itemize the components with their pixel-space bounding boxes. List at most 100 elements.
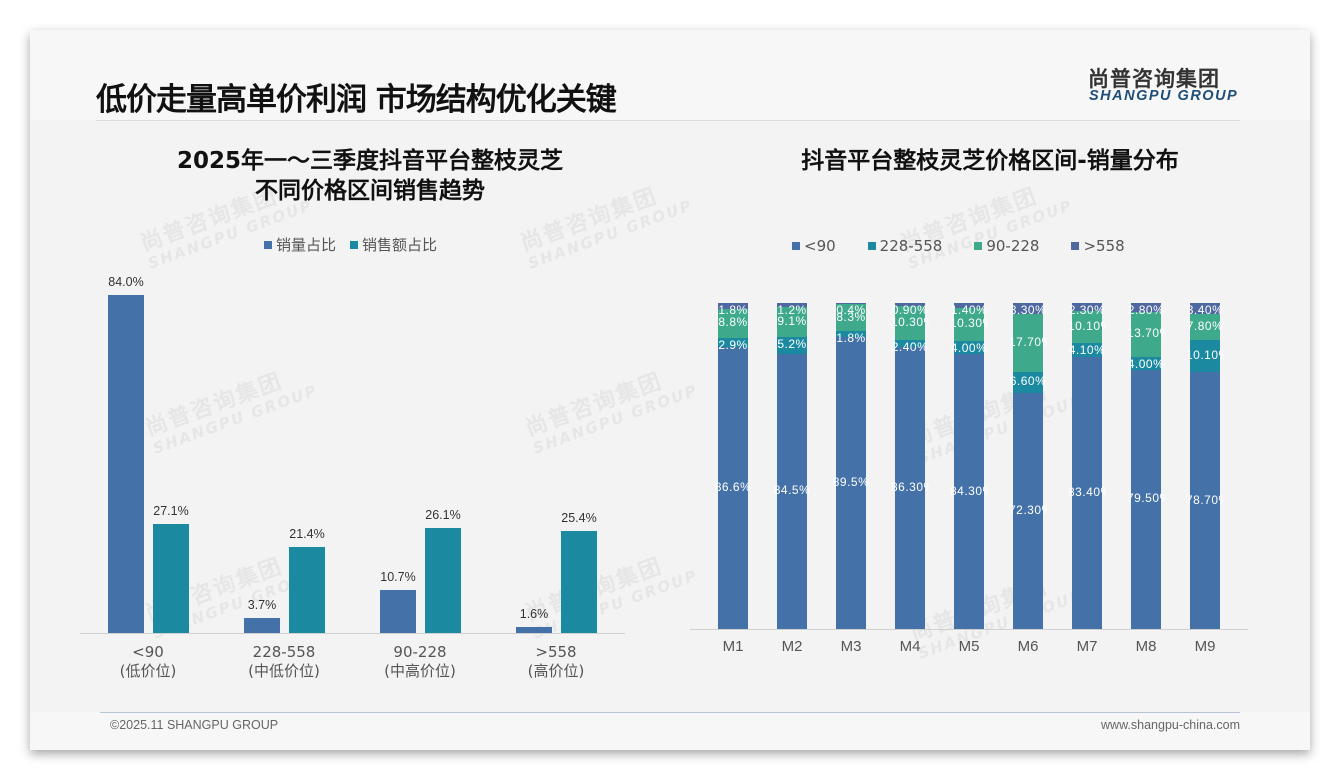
bar-segment: 3.40% [1187,303,1223,317]
bar-segment: 2.40% [892,339,928,354]
bar-segment: 17.70% [1009,313,1047,372]
bar-segment: 10.30% [891,305,929,340]
bar [108,295,144,633]
x-axis-month-label: M8 [1135,638,1157,655]
bar-segment: 83.40% [1068,356,1106,629]
bar [425,527,461,633]
stacked-bar: 72.30% 6.60% 17.70% 3.30% [1009,303,1047,629]
segment-value-label: 83.40% [1068,484,1106,499]
slide: 低价走量高单价利润 市场结构优化关键 尚普咨询集团 SHANGPU GROUP … [30,30,1310,750]
category-range: <90 [132,643,164,661]
right-stacked-bar-chart: 86.6% 2.9% 8.8% 1.8% M1 84.5% 5.2% 9.1% 1.2% M2 89… [690,300,1250,670]
segment-value-label: 4.10% [1068,343,1106,358]
legend-swatch-icon [792,242,800,250]
stacked-bar: 78.70% 10.10% 7.80%3.40% [1186,303,1224,629]
segment-value-label: 5.2% [777,337,807,352]
segment-value-label: 17.70% [1009,334,1047,349]
segment-value-label: 79.50% [1127,491,1165,506]
bar-segment: 8.3% [836,304,866,332]
segment-value-label: 1.40% [950,303,988,317]
x-axis-month-label: M7 [1076,638,1098,655]
bar-segment: 4.00% [951,341,987,355]
segment-value-label: 2.80% [1127,303,1165,317]
x-axis-line [690,629,1248,630]
segment-value-label: 2.40% [891,339,929,354]
bar-segment: 72.30% [1009,393,1047,629]
page-title: 低价走量高单价利润 市场结构优化关键 [96,82,617,118]
bar-value-label: 25.4% [561,510,597,525]
stacked-bar: 79.50% 4.00% 13.70% 2.80% [1127,303,1165,629]
bar-segment: 1.2% [777,303,807,317]
legend-swatch-icon [974,242,983,250]
bar [561,530,597,633]
segment-value-label: 2.30% [1068,303,1106,317]
segment-value-label: 4.00% [1127,356,1165,371]
legend-label: 228-558 [879,237,943,255]
x-axis-month-label: M2 [781,638,803,655]
legend-item: >558 [1071,237,1125,255]
left-chart-title-line1: 2025年一～三季度抖音平台整枝灵芝 [176,148,563,174]
segment-value-label: 10.30% [950,316,988,331]
legend-label: 销售额占比 [362,236,438,254]
stacked-bar: 83.40% 4.10% 10.10%2.30% [1068,303,1106,629]
bar-segment: 13.70% [1127,312,1165,357]
bar [289,546,325,633]
bar-segment: 2.30% [1069,303,1105,317]
bar-segment: 1.40% [951,303,987,317]
x-axis-category-label: 228-558 (中低价位) [224,643,344,681]
left-chart-title: 2025年一～三季度抖音平台整枝灵芝 不同价格区间销售趋势 [90,146,650,206]
left-chart-title-line2: 不同价格区间销售趋势 [255,178,485,204]
bar-segment: 10.30% [950,307,988,342]
footer-divider [100,712,1240,713]
bar-segment: 10.10% [1068,310,1106,344]
x-axis-category-label: 90-228 (中高价位) [360,643,480,681]
segment-value-label: 72.30% [1009,503,1047,518]
bar-segment: 86.6% [715,346,751,629]
bar-segment: 2.9% [718,337,748,352]
right-chart-title: 抖音平台整枝灵芝价格区间-销量分布 [801,148,1179,174]
bar-value-label: 1.6% [519,606,549,621]
legend-item: 销售额占比 [350,234,437,255]
segment-value-label: 89.5% [832,475,870,490]
category-tier: (高价位) [527,662,585,680]
legend-item: <90 [792,237,836,255]
legend-swatch-icon [1071,242,1080,250]
legend-swatch-icon [867,242,876,250]
legend-swatch-icon [350,240,359,249]
bar [244,618,280,633]
footer-bar [30,712,1310,750]
bar-value-label: 3.7% [247,598,277,613]
logo-english: SHANGPU GROUP [1089,88,1239,104]
bar-segment: 7.80% [1187,314,1223,340]
stacked-bar: 84.5% 5.2% 9.1% 1.2% [774,303,810,629]
bar-segment: 5.2% [777,336,807,354]
legend-item: 销量占比 [264,234,336,255]
left-bar-chart: 84.0% 27.1% <90 (低价位) 3.7% 21.4% 228-558 (中低价位)… [80,260,640,690]
bar-value-label: 10.7% [380,569,416,584]
legend-label: 销量占比 [276,236,337,254]
segment-value-label: 78.70% [1186,492,1224,507]
x-axis-month-label: M6 [1017,638,1039,655]
bar-segment: 84.5% [774,353,810,629]
category-tier: (低价位) [119,662,177,680]
x-axis-category-label: >558 (高价位) [496,643,616,681]
header-bar [30,30,1310,120]
stacked-bar: 89.5% 1.8% 8.3% 0.4% [833,303,869,629]
x-axis-category-label: <90 (低价位) [88,643,208,681]
legend-label: <90 [804,237,836,255]
segment-value-label: 1.8% [718,303,748,317]
category-range: 228-558 [252,643,316,661]
bar-segment: 6.60% [1010,371,1046,394]
footer-website-link[interactable]: www.shangpu-china.com [1101,718,1240,732]
bar-segment: 0.90% [892,303,928,317]
legend-item: 228-558 [867,237,943,255]
segment-value-label: 0.90% [891,303,929,317]
bar-segment: 86.30% [891,347,929,629]
segment-value-label: 6.60% [1009,374,1047,389]
segment-value-label: 84.5% [773,483,811,498]
legend-swatch-icon [264,240,272,249]
bar-segment: 3.30% [1010,303,1046,317]
segment-value-label: 10.30% [891,314,929,329]
stacked-bar: 84.30% 4.00% 10.30%1.40% [950,303,988,629]
